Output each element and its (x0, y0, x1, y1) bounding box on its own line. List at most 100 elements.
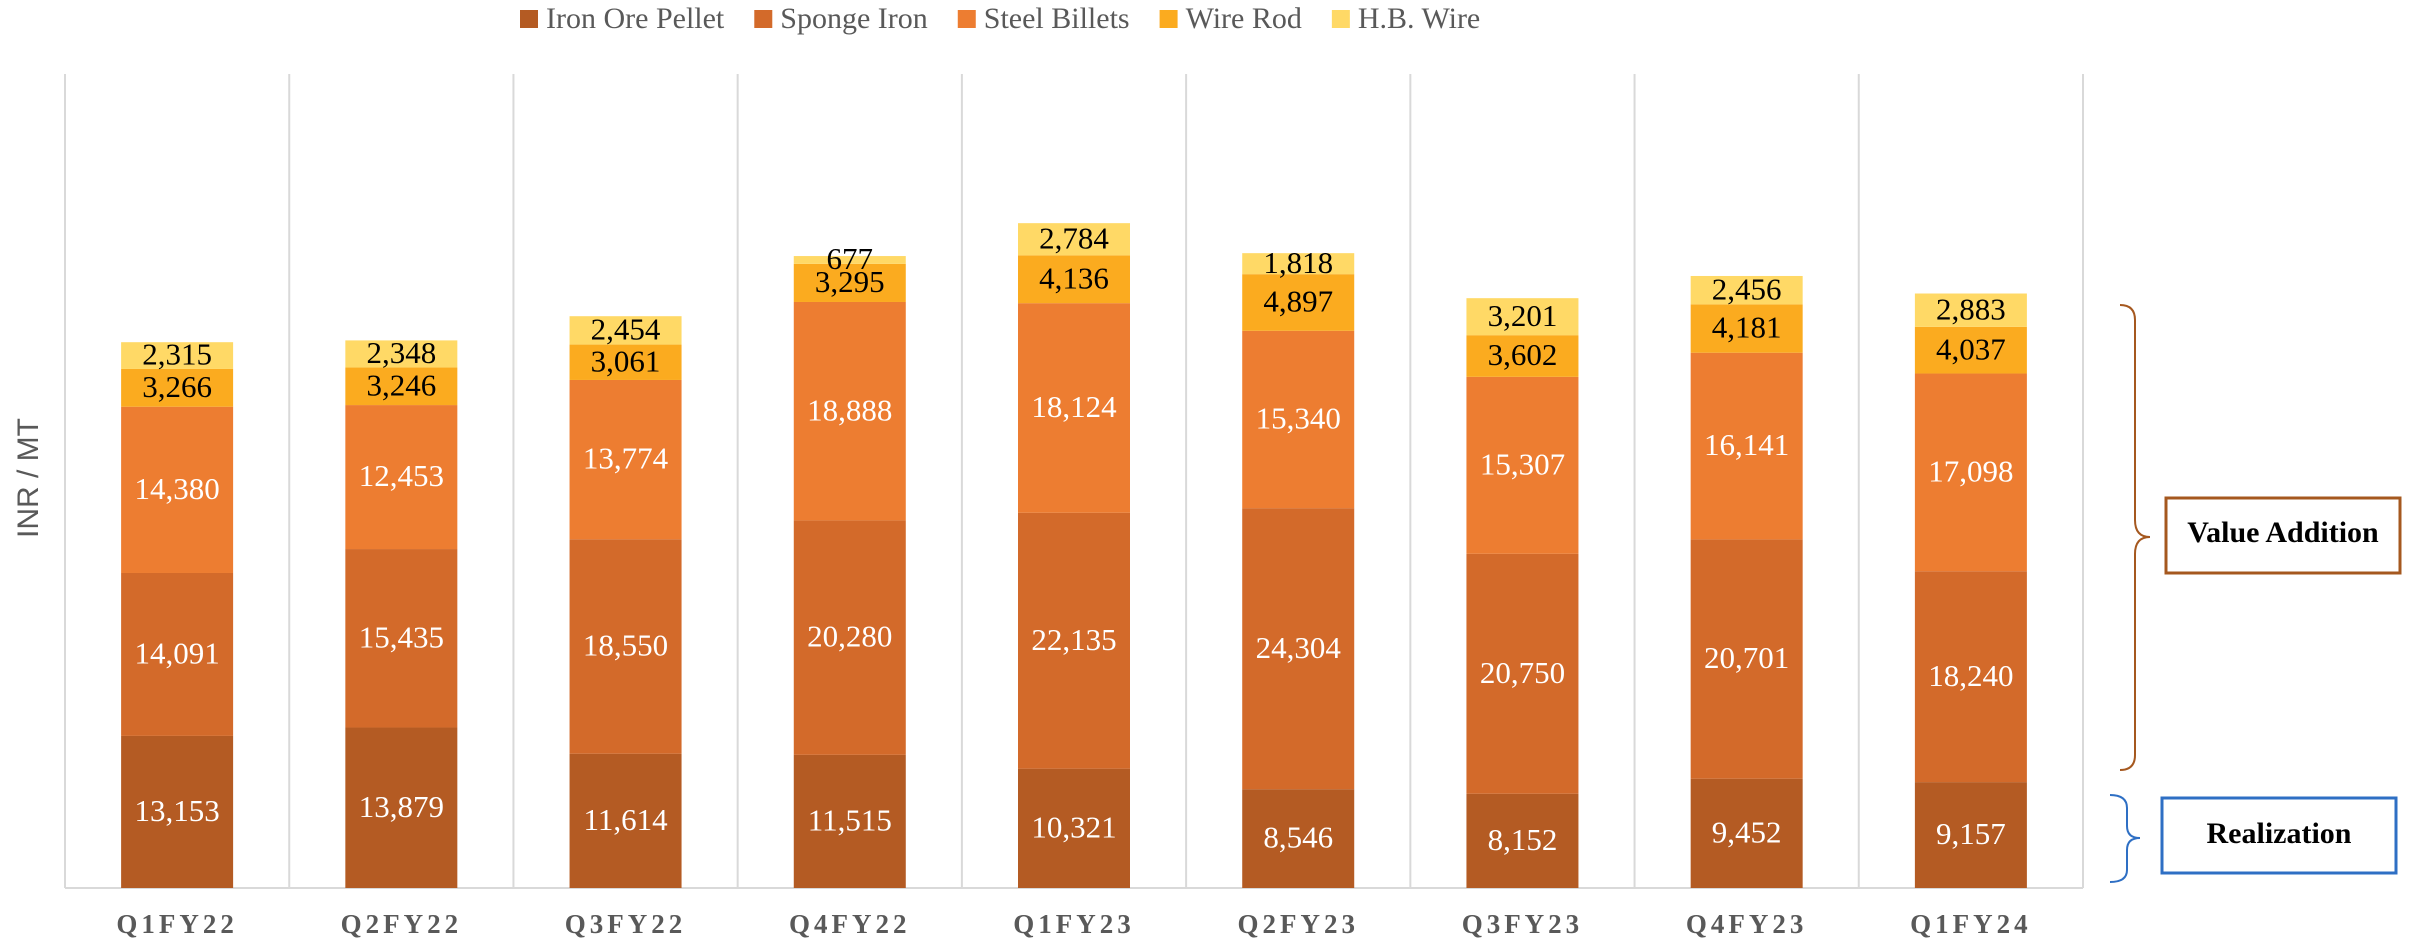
bar-segment (1690, 539, 1803, 779)
x-tick-label: Q4FY23 (1686, 909, 1808, 939)
data-label: 9,452 (1712, 814, 1782, 849)
bar-segment (1242, 330, 1355, 509)
bar-segment (1690, 778, 1803, 888)
bar-segment (345, 549, 458, 728)
x-tick-label: Q1FY24 (1910, 909, 2032, 939)
data-label: 14,091 (134, 636, 219, 671)
bar-segment (569, 344, 682, 380)
legend-swatch (1159, 10, 1178, 28)
y-axis-label: INR / MT (12, 418, 45, 538)
data-label: 20,750 (1480, 655, 1565, 690)
value-brace (2119, 304, 2151, 771)
bar-segment (569, 539, 682, 754)
bar-segment (121, 406, 234, 573)
bar-segment (1914, 293, 2027, 327)
bar-segment (1242, 789, 1355, 888)
bar-segment (1690, 352, 1803, 540)
data-label: 3,295 (815, 264, 885, 299)
bar-segment (793, 754, 906, 888)
bar-segment (1466, 553, 1579, 794)
data-label: 15,340 (1256, 401, 1341, 436)
data-label: 2,883 (1936, 291, 2006, 326)
bar-segment (121, 368, 234, 407)
bar-segment (1914, 326, 2027, 374)
realization-annotation: Realization (2207, 817, 2352, 850)
x-tick-label: Q2FY22 (341, 909, 463, 939)
data-label: 12,453 (359, 458, 444, 493)
x-tick-label: Q1FY23 (1013, 909, 1135, 939)
bar-segment (1466, 376, 1579, 554)
data-label: 11,614 (584, 802, 669, 837)
data-label: 22,135 (1031, 622, 1116, 657)
bar-segment (1018, 223, 1130, 256)
bar-segment (345, 340, 458, 368)
data-label: 13,153 (134, 793, 219, 828)
data-label: 16,141 (1704, 427, 1789, 462)
data-label: 3,061 (591, 343, 661, 378)
bar-segment (1242, 508, 1355, 790)
legend: Iron Ore Pellet Sponge Iron Steel Billets W… (520, 2, 1480, 35)
value-annotation: Value Addition (2187, 516, 2379, 549)
data-label: 17,098 (1928, 453, 2013, 488)
bar-segment (793, 256, 906, 264)
data-label: 8,546 (1263, 820, 1333, 855)
data-label: 3,201 (1488, 298, 1558, 333)
data-label: 18,240 (1928, 658, 2013, 693)
bar-segment (569, 379, 682, 540)
data-label: 13,774 (583, 441, 669, 476)
realization-box (2160, 796, 2398, 875)
x-tick-label: Q1FY22 (116, 909, 238, 939)
data-label: 24,304 (1256, 630, 1342, 665)
value-box (2164, 496, 2402, 575)
bar-segment (1018, 512, 1130, 769)
data-label: 11,515 (808, 803, 892, 838)
legend-label: Wire Rod (1186, 2, 1302, 35)
data-label: 15,435 (359, 619, 444, 654)
data-label: 20,280 (807, 619, 892, 654)
data-label: 20,701 (1704, 640, 1789, 675)
data-label: 2,456 (1712, 271, 1782, 306)
data-label: 18,124 (1031, 389, 1117, 424)
realization-brace (2109, 794, 2141, 883)
data-label: 15,307 (1480, 446, 1565, 481)
data-label: 3,266 (142, 369, 212, 404)
legend-label: Sponge Iron (780, 2, 927, 35)
bar-segment (569, 753, 682, 888)
data-label: 3,246 (366, 367, 436, 402)
data-label: 2,348 (366, 335, 436, 370)
data-label: 2,315 (142, 337, 212, 372)
legend-label: H.B. Wire (1358, 2, 1480, 35)
bar-segment (1466, 335, 1579, 377)
data-label: 2,454 (591, 311, 661, 346)
bar-segment (569, 316, 682, 345)
data-label: 18,550 (583, 628, 668, 663)
x-tick-label: Q2FY23 (1237, 909, 1359, 939)
data-label: 3,602 (1488, 337, 1558, 372)
data-label: 677 (827, 241, 874, 276)
data-label: 14,380 (134, 471, 219, 506)
legend-swatch (754, 10, 773, 28)
data-label: 13,879 (359, 789, 444, 824)
data-label: 4,181 (1712, 310, 1782, 345)
x-tick-label: Q3FY23 (1462, 909, 1584, 939)
bar-segment (1466, 793, 1579, 888)
bar-segment (793, 263, 906, 302)
bar-segment (1914, 571, 2027, 783)
x-tick-label: Q3FY22 (565, 909, 687, 939)
legend-label: Steel Billets (984, 2, 1130, 35)
data-label: 2,784 (1039, 220, 1109, 255)
data-label: 4,037 (1936, 331, 2006, 366)
legend-swatch (520, 10, 538, 28)
bar-segment (121, 342, 234, 369)
bar-segment (1018, 768, 1130, 888)
bar-segment (121, 735, 234, 888)
bar-segment (345, 727, 458, 888)
bar-segment (1242, 253, 1355, 275)
bar-segment (121, 572, 234, 736)
data-label: 1,818 (1263, 245, 1333, 280)
bar-segment (345, 405, 458, 550)
bar-segment (1914, 373, 2027, 572)
data-label: 9,157 (1936, 816, 2006, 851)
bar-segment (793, 520, 906, 755)
